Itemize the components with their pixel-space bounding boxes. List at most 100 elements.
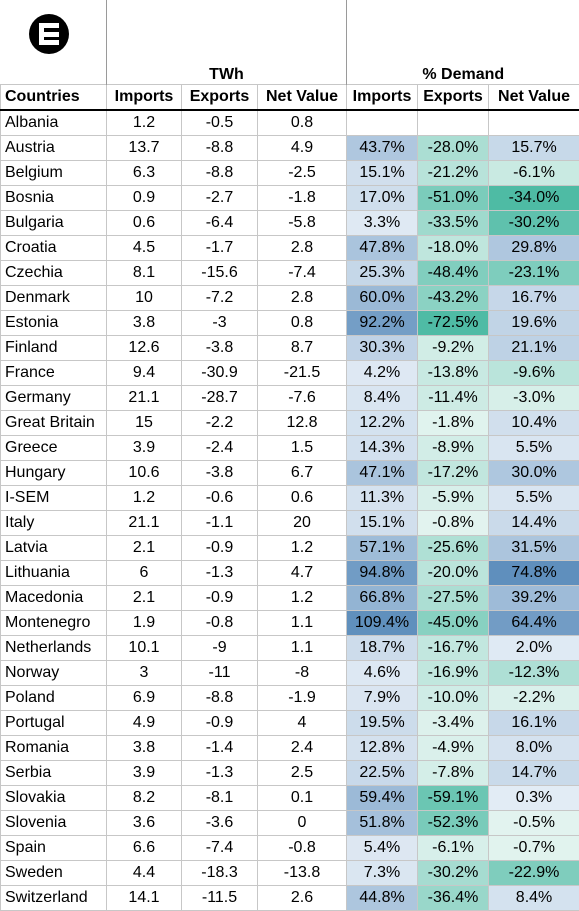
imports-pct-cell: 44.8% [347, 886, 418, 911]
net-twh-cell: -13.8 [258, 861, 347, 886]
net-pct-cell: -0.7% [489, 836, 579, 861]
logo-cell [1, 0, 107, 60]
exports-twh-cell: -15.6 [182, 261, 258, 286]
exports-twh-cell: -1.3 [182, 561, 258, 586]
country-cell: Lithuania [1, 561, 107, 586]
net-twh-cell: 6.7 [258, 461, 347, 486]
col-header-imports-pct: Imports [347, 85, 418, 111]
imports-pct-cell: 15.1% [347, 161, 418, 186]
exports-pct-cell: -43.2% [418, 286, 489, 311]
imports-twh-cell: 12.6 [107, 336, 182, 361]
exports-pct-cell: -6.1% [418, 836, 489, 861]
imports-twh-cell: 3.9 [107, 761, 182, 786]
col-header-exports-pct: Exports [418, 85, 489, 111]
exports-pct-cell: -16.7% [418, 636, 489, 661]
net-pct-cell: -3.0% [489, 386, 579, 411]
imports-pct-cell: 57.1% [347, 536, 418, 561]
net-twh-cell: 2.6 [258, 886, 347, 911]
exports-pct-cell: -52.3% [418, 811, 489, 836]
imports-twh-cell: 3.6 [107, 811, 182, 836]
country-cell: Albania [1, 110, 107, 136]
imports-pct-cell: 22.5% [347, 761, 418, 786]
country-cell: Poland [1, 686, 107, 711]
imports-pct-cell: 15.1% [347, 511, 418, 536]
net-twh-cell: -7.4 [258, 261, 347, 286]
exports-pct-cell: -33.5% [418, 211, 489, 236]
exports-twh-cell: -0.5 [182, 110, 258, 136]
net-pct-cell: -34.0% [489, 186, 579, 211]
imports-twh-cell: 0.6 [107, 211, 182, 236]
e-letter-logo-icon [29, 14, 69, 54]
imports-pct-cell: 47.8% [347, 236, 418, 261]
exports-twh-cell: -3.6 [182, 811, 258, 836]
imports-pct-cell: 17.0% [347, 186, 418, 211]
imports-twh-cell: 6.6 [107, 836, 182, 861]
country-cell: Macedonia [1, 586, 107, 611]
exports-pct-cell: -28.0% [418, 136, 489, 161]
exports-twh-cell: -8.8 [182, 686, 258, 711]
imports-twh-cell: 4.9 [107, 711, 182, 736]
exports-pct-cell: -30.2% [418, 861, 489, 886]
imports-pct-cell: 12.8% [347, 736, 418, 761]
imports-twh-cell: 1.2 [107, 110, 182, 136]
net-twh-cell: 0 [258, 811, 347, 836]
group-header-twh: TWh [107, 60, 347, 85]
exports-pct-cell: -27.5% [418, 586, 489, 611]
col-header-exports-twh: Exports [182, 85, 258, 111]
net-twh-cell: 0.8 [258, 311, 347, 336]
net-pct-cell: -9.6% [489, 361, 579, 386]
imports-twh-cell: 14.1 [107, 886, 182, 911]
country-cell: France [1, 361, 107, 386]
net-pct-cell: 64.4% [489, 611, 579, 636]
imports-twh-cell: 1.9 [107, 611, 182, 636]
net-twh-cell: 1.1 [258, 636, 347, 661]
imports-pct-cell: 19.5% [347, 711, 418, 736]
imports-pct-cell: 14.3% [347, 436, 418, 461]
country-cell: Denmark [1, 286, 107, 311]
exports-twh-cell: -0.9 [182, 711, 258, 736]
exports-twh-cell: -3.8 [182, 461, 258, 486]
imports-pct-cell: 11.3% [347, 486, 418, 511]
country-cell: Hungary [1, 461, 107, 486]
net-pct-cell: 10.4% [489, 411, 579, 436]
imports-twh-cell: 3 [107, 661, 182, 686]
exports-pct-cell: -48.4% [418, 261, 489, 286]
imports-pct-cell: 3.3% [347, 211, 418, 236]
exports-twh-cell: -2.7 [182, 186, 258, 211]
imports-twh-cell: 2.1 [107, 586, 182, 611]
net-pct-cell: -0.5% [489, 811, 579, 836]
country-cell: Portugal [1, 711, 107, 736]
imports-twh-cell: 2.1 [107, 536, 182, 561]
net-pct-cell: 2.0% [489, 636, 579, 661]
net-twh-cell: -2.5 [258, 161, 347, 186]
exports-twh-cell: -6.4 [182, 211, 258, 236]
imports-pct-cell: 8.4% [347, 386, 418, 411]
imports-pct-cell [347, 110, 418, 136]
imports-pct-cell: 59.4% [347, 786, 418, 811]
exports-pct-cell: -25.6% [418, 536, 489, 561]
col-header-net-twh: Net Value [258, 85, 347, 111]
country-cell: Italy [1, 511, 107, 536]
col-header-imports-twh: Imports [107, 85, 182, 111]
exports-pct-cell: -16.9% [418, 661, 489, 686]
exports-pct-cell: -3.4% [418, 711, 489, 736]
imports-pct-cell: 5.4% [347, 836, 418, 861]
imports-pct-cell: 7.3% [347, 861, 418, 886]
net-twh-cell: 2.8 [258, 286, 347, 311]
country-cell: Switzerland [1, 886, 107, 911]
imports-pct-cell: 47.1% [347, 461, 418, 486]
net-pct-cell: 30.0% [489, 461, 579, 486]
net-twh-cell: 2.4 [258, 736, 347, 761]
imports-twh-cell: 3.9 [107, 436, 182, 461]
